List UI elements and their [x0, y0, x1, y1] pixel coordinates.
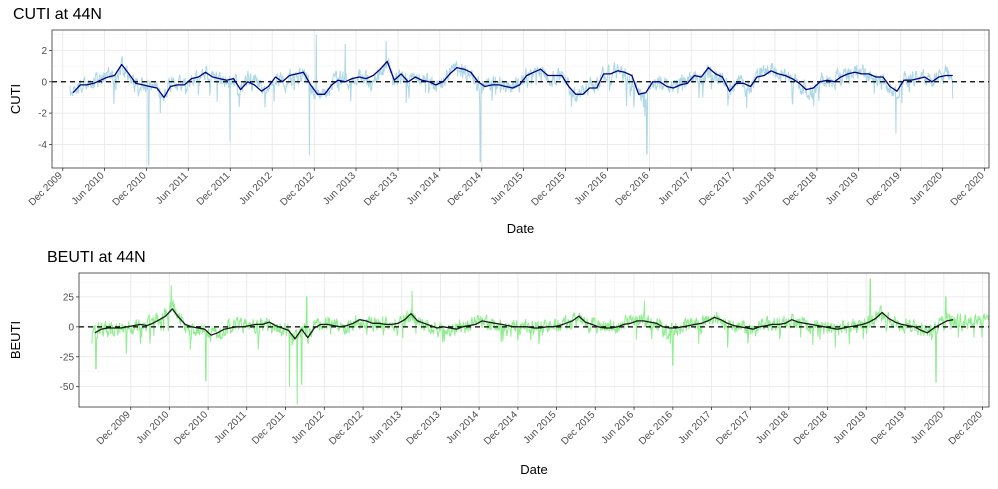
cuti-y-tick-label: -4	[38, 140, 47, 151]
beuti-x-tick-label: Jun 2019	[831, 409, 868, 446]
beuti-x-tick-label: Jun 2020	[909, 409, 946, 446]
cuti-x-tick-label: Dec 2009	[27, 170, 65, 208]
beuti-y-tick-label: 25	[63, 292, 75, 303]
beuti-y-tick-label: 0	[68, 322, 74, 333]
beuti-x-tick-label: Jun 2018	[754, 409, 791, 446]
beuti-x-tick-label: Dec 2015	[559, 409, 597, 447]
beuti-x-tick-label: Jun 2012	[290, 409, 327, 446]
beuti-y-axis-title: BEUTI	[8, 321, 23, 359]
beuti-x-tick-label: Dec 2017	[714, 409, 752, 447]
cuti-x-tick-label: Jun 2013	[321, 170, 358, 207]
cuti-x-tick-label: Dec 2010	[111, 170, 149, 208]
beuti-x-tick-label: Dec 2020	[947, 409, 985, 447]
cuti-x-tick-label: Dec 2013	[362, 170, 400, 208]
beuti-x-tick-label: Dec 2011	[250, 409, 288, 447]
beuti-x-tick-label: Dec 2019	[869, 409, 907, 447]
cuti-x-tick-label: Dec 2016	[614, 170, 652, 208]
cuti-x-tick-label: Jun 2015	[489, 170, 526, 207]
cuti-x-tick-label: Dec 2019	[865, 170, 903, 208]
cuti-x-tick-label: Jun 2012	[237, 170, 274, 207]
beuti-x-tick-label: Dec 2014	[482, 409, 520, 447]
cuti-x-tick-label: Dec 2014	[446, 170, 484, 208]
beuti-x-axis-title: Date	[520, 462, 547, 477]
beuti-x-tick-label: Jun 2017	[677, 409, 714, 446]
beuti-x-tick-label: Jun 2014	[444, 409, 481, 446]
beuti-y-tick-label: -50	[60, 382, 75, 393]
beuti-x-tick-label: Jun 2010	[135, 409, 172, 446]
beuti-chart-title: BEUTI at 44N	[47, 249, 146, 266]
beuti-x-tick-label: Dec 2012	[327, 409, 365, 447]
cuti-x-axis-title: Date	[507, 221, 534, 236]
cuti-x-tick-label: Jun 2016	[573, 170, 610, 207]
beuti-x-tick-label: Jun 2016	[599, 409, 636, 446]
cuti-x-tick-label: Dec 2012	[278, 170, 316, 208]
beuti-x-tick-label: Dec 2009	[95, 409, 133, 447]
cuti-x-tick-label: Jun 2017	[656, 170, 693, 207]
beuti-x-tick-label: Dec 2018	[792, 409, 830, 447]
cuti-x-tick-label: Dec 2020	[949, 170, 987, 208]
beuti-x-tick-label: Jun 2015	[522, 409, 559, 446]
cuti-x-tick-label: Jun 2011	[154, 170, 191, 207]
cuti-x-tick-label: Jun 2018	[740, 170, 777, 207]
cuti-x-tick-label: Dec 2018	[781, 170, 819, 208]
cuti-x-tick-label: Dec 2017	[697, 170, 735, 208]
beuti-x-tick-label: Dec 2010	[172, 409, 210, 447]
cuti-y-tick-label: 2	[41, 46, 47, 57]
beuti-y-tick-label: -25	[60, 352, 75, 363]
beuti-x-tick-label: Jun 2013	[367, 409, 404, 446]
beuti-x-tick-label: Dec 2016	[637, 409, 675, 447]
beuti-x-tick-label: Jun 2011	[212, 409, 249, 446]
beuti-x-tick-label: Dec 2013	[405, 409, 443, 447]
cuti-x-tick-label: Dec 2015	[530, 170, 568, 208]
cuti-x-tick-label: Jun 2014	[405, 170, 442, 207]
cuti-x-tick-label: Dec 2011	[195, 170, 233, 208]
cuti-chart-title: CUTI at 44N	[13, 6, 102, 23]
cuti-x-tick-label: Jun 2019	[824, 170, 861, 207]
cuti-y-tick-label: -2	[38, 109, 47, 120]
cuti-x-tick-label: Jun 2020	[908, 170, 945, 207]
cuti-y-tick-label: 0	[41, 77, 47, 88]
cuti-x-tick-label: Jun 2010	[70, 170, 107, 207]
cuti-y-axis-title: CUTI	[8, 84, 23, 114]
